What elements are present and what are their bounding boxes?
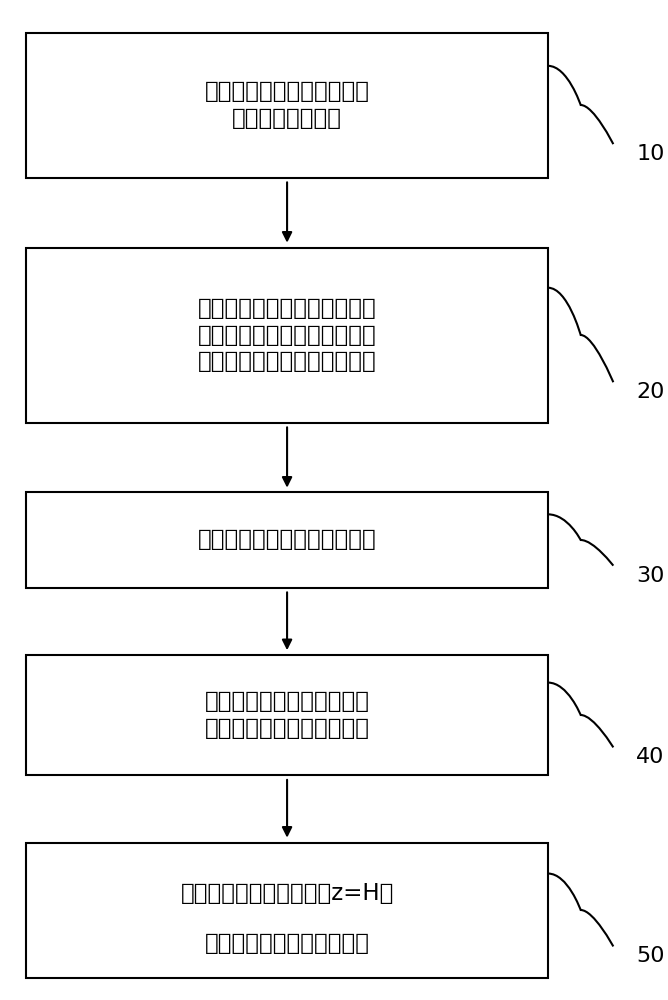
Text: 40: 40: [636, 747, 665, 767]
Text: 代入计算得到填料顶部（z=H）: 代入计算得到填料顶部（z=H）: [180, 882, 393, 905]
Text: 假设和迭代调整未知边界条件: 假设和迭代调整未知边界条件: [198, 528, 377, 552]
Text: 10: 10: [636, 144, 665, 164]
FancyBboxPatch shape: [26, 842, 548, 978]
Text: 20: 20: [636, 382, 665, 402]
Text: 将填料中的热质传递用四个
常微分方程来描述: 将填料中的热质传递用四个 常微分方程来描述: [204, 80, 369, 130]
Text: 50: 50: [636, 946, 665, 966]
Text: 基于填料热力性能线性模型
建立填料热力性能计算模型: 基于填料热力性能线性模型 建立填料热力性能计算模型: [204, 690, 369, 740]
FancyBboxPatch shape: [26, 492, 548, 587]
FancyBboxPatch shape: [26, 32, 548, 178]
Text: 条件，计算冷却塔热力性能: 条件，计算冷却塔热力性能: [204, 932, 369, 955]
FancyBboxPatch shape: [26, 655, 548, 775]
Text: 30: 30: [636, 566, 665, 586]
FancyBboxPatch shape: [26, 247, 548, 422]
Text: 采集冷却塔现场运行参数和环
境参数，确定空气温度、空气
湿度、水温、水质量流率边值: 采集冷却塔现场运行参数和环 境参数，确定空气温度、空气 湿度、水温、水质量流率边…: [198, 297, 377, 373]
